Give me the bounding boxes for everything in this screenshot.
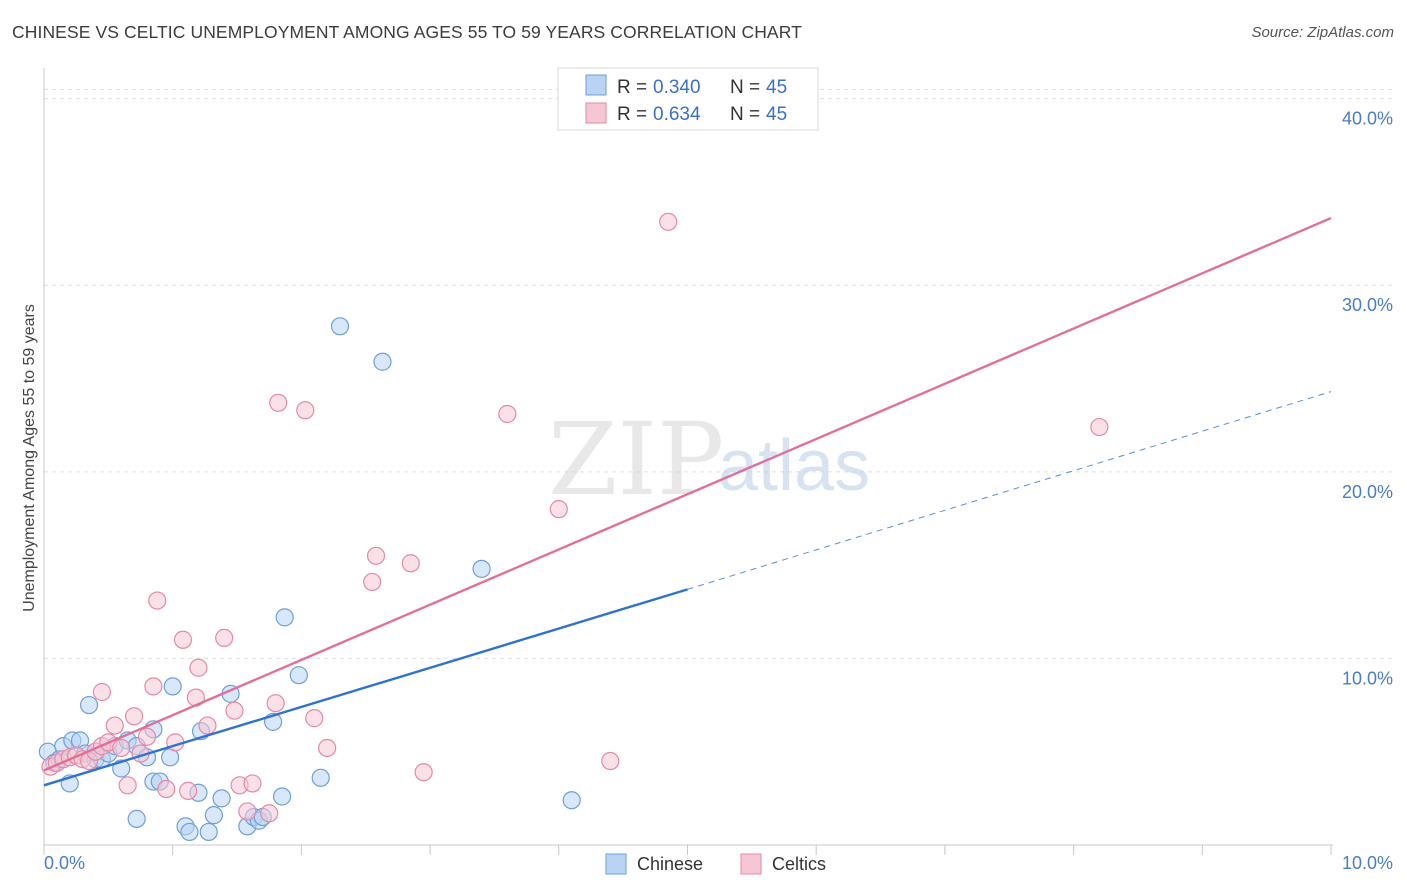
legend-n-label-celtics: N =: [730, 104, 760, 125]
x-tick-label-max: 10.0%: [1342, 853, 1393, 873]
celtics-point: [296, 401, 315, 420]
legend-n-label-chinese: N =: [730, 77, 760, 98]
watermark: ZIP atlas: [548, 401, 870, 518]
celtics-point: [318, 738, 337, 758]
y-tick-label: 10.0%: [1342, 668, 1393, 688]
legend-r-value-chinese: 0.340: [653, 77, 701, 98]
celtics-point: [225, 701, 244, 720]
legend-swatch-chinese: [585, 74, 607, 96]
legend-swatch-celtics: [585, 102, 607, 124]
celtics-point: [243, 774, 262, 793]
chinese-point: [79, 695, 99, 715]
watermark-zip: ZIP: [548, 401, 724, 518]
bottom-legend: Chinese Celtics: [605, 853, 826, 875]
celtics-point: [414, 763, 433, 782]
celtics-point: [401, 554, 420, 573]
celtics-point: [215, 628, 234, 647]
chinese-point: [199, 822, 218, 842]
celtics-point: [549, 500, 568, 519]
chinese-point: [311, 768, 330, 787]
celtics-point: [189, 658, 208, 677]
celtics-point: [124, 707, 144, 726]
source-label: Source: ZipAtlas.com: [1251, 24, 1394, 41]
bottom-legend-label-celtics: Celtics: [772, 854, 826, 874]
chinese-point: [373, 352, 392, 371]
axes-layer: 10.0% 20.0% 30.0% 40.0% 0.0% 10.0%: [43, 68, 1393, 873]
celtics-point: [266, 694, 285, 713]
chart-title: CHINESE VS CELTIC UNEMPLOYMENT AMONG AGE…: [12, 22, 802, 42]
celtics-point: [92, 682, 112, 702]
celtics-trend-line: [43, 216, 1332, 772]
chinese-point: [127, 809, 146, 828]
celtics-point: [260, 804, 279, 823]
chinese-point: [275, 608, 294, 627]
celtics-point: [1090, 417, 1109, 437]
chinese-point: [163, 677, 182, 696]
celtics-point: [498, 404, 517, 424]
y-tick-label: 20.0%: [1342, 482, 1393, 502]
chinese-point: [472, 559, 491, 578]
celtics-point: [112, 738, 131, 758]
legend-r-label-celtics: R =: [617, 104, 647, 125]
bottom-legend-label-chinese: Chinese: [637, 854, 703, 874]
y-tick-label: 40.0%: [1342, 109, 1393, 129]
celtics-point: [366, 546, 386, 565]
legend-n-value-celtics: 45: [766, 104, 787, 125]
chinese-point: [272, 787, 292, 806]
trend-layer: [43, 216, 1332, 787]
top-legend: R = 0.340 N = 45 R = 0.634 N = 45: [557, 67, 819, 131]
celtics-point: [144, 677, 163, 696]
chinese-point: [212, 789, 231, 808]
celtics-point: [173, 630, 193, 649]
chinese-point: [330, 317, 350, 336]
celtics-point: [363, 572, 382, 592]
y-axis-title: Unemployment Among Ages 55 to 59 years: [21, 304, 38, 612]
legend-r-label-chinese: R =: [617, 77, 647, 98]
chinese-point: [562, 791, 581, 810]
celtics-point: [305, 709, 324, 728]
celtics-point: [179, 781, 198, 800]
celtics-point: [105, 716, 124, 735]
chinese-point: [289, 666, 308, 685]
celtics-point: [198, 716, 217, 735]
celtics-point: [118, 776, 137, 795]
bottom-legend-swatch-celtics: [740, 853, 762, 875]
bottom-legend-swatch-chinese: [605, 853, 627, 875]
chinese-point: [180, 822, 199, 842]
celtics-point: [238, 802, 257, 821]
legend-n-value-chinese: 45: [766, 77, 787, 98]
points-layer: [38, 212, 1109, 842]
celtics-point: [601, 751, 620, 771]
chinese-point: [204, 806, 223, 825]
celtics-point: [137, 727, 157, 746]
celtics-point: [157, 779, 176, 799]
chinese-trend-line: [43, 588, 688, 787]
celtics-point: [659, 212, 678, 231]
celtics-point: [269, 393, 288, 412]
y-tick-label: 30.0%: [1342, 295, 1393, 315]
chinese-trend-extension: [687, 391, 1332, 590]
watermark-atlas: atlas: [718, 426, 870, 506]
grid-layer: [44, 88, 1392, 659]
x-tick-label-min: 0.0%: [44, 853, 85, 873]
celtics-point: [148, 591, 167, 610]
legend-r-value-celtics: 0.634: [653, 104, 701, 125]
